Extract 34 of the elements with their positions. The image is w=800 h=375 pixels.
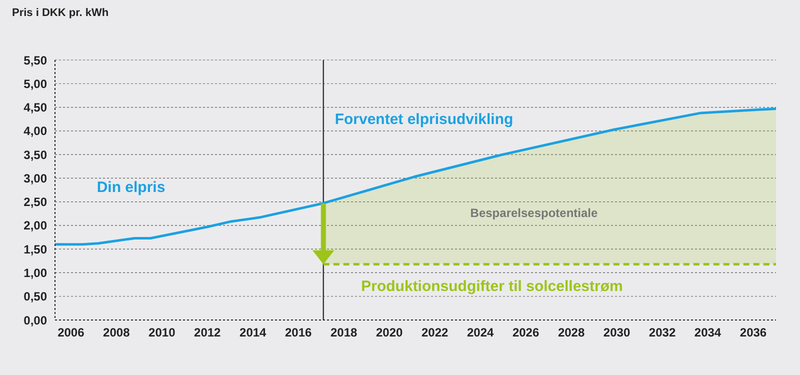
- y-axis-title: Pris i DKK pr. kWh: [12, 7, 109, 19]
- y-tick-label: 1,50: [24, 242, 48, 256]
- annotation: Besparelsespotentiale: [470, 206, 598, 220]
- y-tick-label: 5,50: [24, 53, 48, 68]
- x-tick-label: 2034: [694, 326, 722, 340]
- x-tick-label: 2012: [194, 326, 222, 340]
- x-tick-label: 2020: [376, 326, 404, 340]
- annotation: Din elpris: [96, 178, 166, 196]
- x-tick-label: 2014: [240, 326, 267, 340]
- x-tick-label: 2036: [740, 326, 767, 340]
- x-tick-label: 2030: [603, 326, 630, 340]
- x-tick-label: 2006: [58, 326, 85, 340]
- y-tick-label: 5,00: [24, 76, 48, 91]
- x-tick-label: 2028: [558, 326, 585, 340]
- x-tick-label: 2032: [648, 326, 676, 340]
- y-tick-label: 4,00: [24, 124, 48, 138]
- annotation: Forventet elprisudvikling: [334, 110, 514, 128]
- y-tick-label: 0,50: [24, 290, 48, 304]
- x-tick-label: 2022: [421, 326, 449, 340]
- line-series: [55, 107, 776, 246]
- x-tick-label: 2024: [466, 326, 494, 340]
- y-tick-label: 4,50: [24, 100, 48, 115]
- annotation: Produktionsudgifter til solcellestrøm: [361, 278, 623, 295]
- y-tick-label: 2,50: [24, 195, 48, 210]
- x-tick-label: 2008: [103, 326, 130, 340]
- y-tick-label: 3,00: [24, 171, 48, 186]
- x-tick-label: 2010: [148, 326, 176, 340]
- y-tick-label: 0,00: [24, 313, 48, 328]
- x-tick-label: 2026: [512, 326, 540, 340]
- y-tick-label: 3,50: [24, 148, 48, 162]
- y-tick-label: 2,00: [24, 218, 48, 233]
- x-tick-label: 2018: [330, 326, 358, 340]
- x-tick-label: 2016: [285, 326, 312, 340]
- y-tick-label: 1,00: [24, 266, 48, 280]
